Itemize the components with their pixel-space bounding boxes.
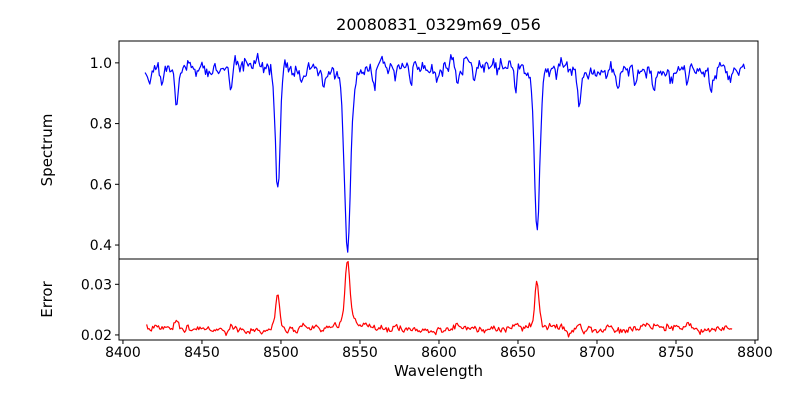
x-tick-label: 8550 — [342, 345, 378, 361]
error-y-tick-label: 0.02 — [81, 328, 112, 344]
spectrum-y-tick-label: 0.6 — [90, 177, 112, 193]
chart-title: 20080831_0329m69_056 — [336, 15, 541, 35]
x-tick-label: 8750 — [658, 345, 694, 361]
spectrum-y-tick-label: 0.8 — [90, 117, 112, 133]
y-axis-label-spectrum: Spectrum — [38, 114, 56, 187]
x-axis-label: Wavelength — [394, 362, 483, 380]
x-tick-label: 8650 — [500, 345, 536, 361]
x-tick-label: 8500 — [263, 345, 299, 361]
error-y-tick-label: 0.03 — [81, 277, 112, 293]
x-tick-label: 8800 — [737, 345, 773, 361]
x-tick-label: 8700 — [579, 345, 615, 361]
spectrum-y-tick-label: 0.4 — [90, 238, 112, 254]
y-axis-label-error: Error — [38, 280, 56, 317]
error-line — [146, 260, 733, 338]
x-tick-label: 8400 — [105, 345, 141, 361]
x-tick-label: 8600 — [421, 345, 457, 361]
x-tick-label: 8450 — [184, 345, 220, 361]
spectrum-line — [144, 52, 746, 253]
spectrum-y-tick-label: 1.0 — [90, 56, 112, 72]
